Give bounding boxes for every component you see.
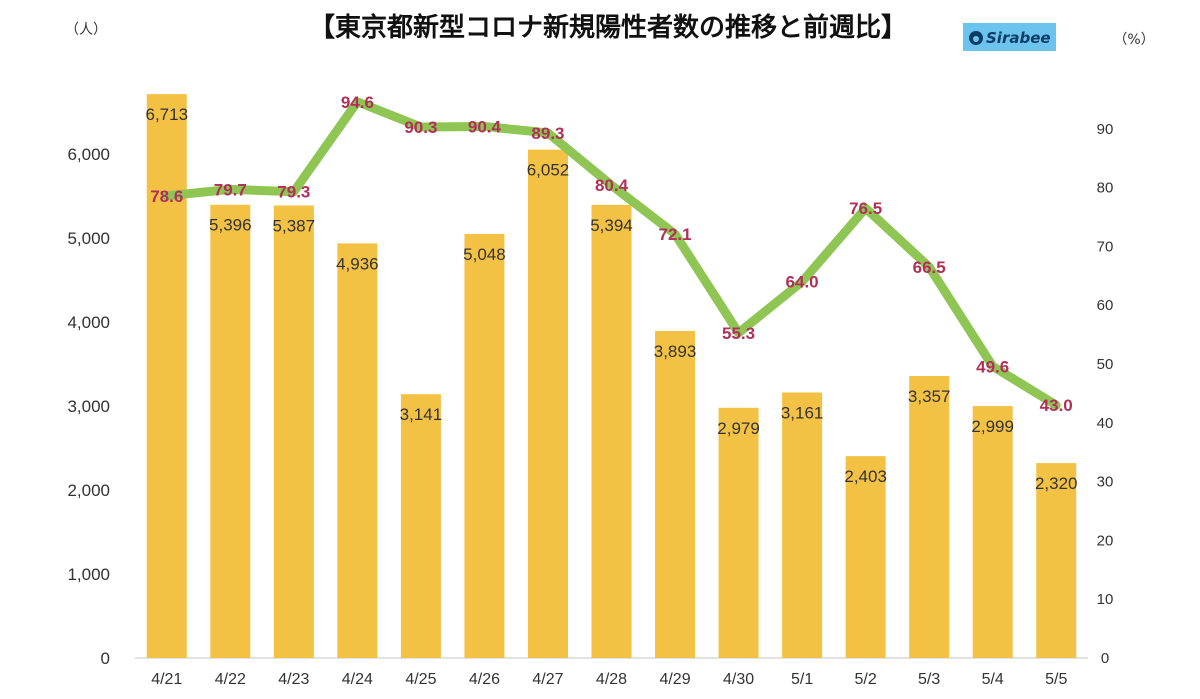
- right-y-tick-label: 40: [1097, 415, 1114, 432]
- x-tick-label: 4/29: [659, 671, 690, 688]
- x-tick-label: 5/5: [1045, 671, 1067, 688]
- bar-value-label: 5,396: [209, 216, 252, 235]
- x-tick-label: 5/1: [791, 671, 813, 688]
- bar-value-label: 5,387: [273, 216, 316, 235]
- line-value-label: 90.4: [468, 117, 502, 136]
- bar-value-label: 3,161: [781, 403, 824, 422]
- line-value-label: 90.3: [404, 118, 437, 137]
- left-y-tick-label: 1,000: [67, 565, 110, 584]
- x-tick-label: 4/22: [215, 671, 246, 688]
- x-tick-label: 5/4: [982, 671, 1004, 688]
- line-value-label: 89.3: [531, 124, 564, 143]
- right-y-tick-label: 90: [1097, 121, 1114, 138]
- line-value-label: 94.6: [341, 93, 374, 112]
- line-value-label: 78.6: [150, 187, 183, 206]
- bar-value-label: 3,141: [400, 405, 443, 424]
- bar: [210, 204, 251, 658]
- bar: [845, 456, 886, 658]
- bar: [655, 330, 696, 658]
- right-y-tick-label: 60: [1097, 297, 1114, 314]
- x-axis: 4/21 4/22 4/23 4/24 4/25 4/26 4/27 4/28 4/29 4/30…: [151, 671, 1067, 688]
- right-y-tick-label: 80: [1097, 180, 1114, 197]
- x-tick-label: 4/30: [723, 671, 754, 688]
- left-y-tick-label: 3,000: [67, 397, 110, 416]
- bar-value-label: 6,052: [527, 161, 570, 180]
- right-axis-unit: （%）: [1113, 32, 1154, 48]
- bar-value-label: 3,893: [654, 342, 697, 361]
- x-tick-label: 5/3: [918, 671, 940, 688]
- bar-value-label: 2,979: [717, 419, 760, 438]
- bar-value-label: 5,394: [590, 216, 633, 235]
- right-y-tick-label: 20: [1097, 532, 1114, 549]
- line-value-label: 80.4: [595, 176, 629, 195]
- x-tick-label: 4/28: [596, 671, 627, 688]
- bar: [782, 392, 823, 658]
- x-tick-label: 4/27: [532, 671, 563, 688]
- x-tick-label: 4/24: [342, 671, 373, 688]
- right-y-tick-label: 10: [1097, 591, 1114, 608]
- right-y-tick-label: 0: [1101, 650, 1109, 667]
- line-value-labels: 78.6 79.7 79.3 94.6 90.3 90.4 89.3 80.4 72.1 55.3…: [150, 93, 1073, 415]
- sirabee-logo: Sirabee: [963, 23, 1056, 51]
- bar: [146, 94, 187, 658]
- bar: [591, 204, 632, 659]
- line-value-label: 76.5: [849, 199, 882, 218]
- x-tick-label: 4/25: [405, 671, 436, 688]
- line-value-label: 55.3: [722, 324, 755, 343]
- right-y-tick-label: 70: [1097, 238, 1114, 255]
- line-value-label: 43.0: [1040, 396, 1073, 415]
- left-y-axis: 0 1,000 2,000 3,000 4,000 5,000 6,000: [67, 145, 110, 668]
- bar-value-label: 6,713: [145, 105, 188, 124]
- bar: [337, 243, 378, 658]
- x-tick-label: 4/23: [278, 671, 309, 688]
- left-y-tick-label: 4,000: [67, 313, 110, 332]
- logo-text: Sirabee: [986, 29, 1051, 47]
- bar-value-label: 2,320: [1035, 474, 1078, 493]
- bar: [909, 376, 950, 658]
- left-axis-unit: （人）: [65, 22, 107, 38]
- bar-value-label: 5,048: [463, 245, 506, 264]
- bar: [464, 233, 505, 658]
- left-y-tick-label: 0: [101, 649, 110, 668]
- line-value-label: 79.7: [214, 180, 247, 199]
- bar: [527, 149, 568, 658]
- line-value-label: 49.6: [976, 357, 1009, 376]
- x-tick-label: 4/26: [469, 671, 500, 688]
- bar: [1036, 463, 1077, 658]
- bar: [400, 394, 441, 658]
- line-value-label: 79.3: [277, 183, 310, 202]
- line-value-label: 66.5: [913, 258, 946, 277]
- line-value-label: 72.1: [658, 225, 691, 244]
- bar-value-labels: 6,713 5,396 5,387 4,936 3,141 5,048 6,052 5,394…: [145, 105, 1077, 493]
- bar: [972, 406, 1013, 658]
- right-y-tick-label: 50: [1097, 356, 1114, 373]
- x-tick-label: 4/21: [151, 671, 182, 688]
- bar: [273, 205, 314, 658]
- left-y-tick-label: 2,000: [67, 481, 110, 500]
- logo-mark-hole: [973, 36, 979, 42]
- right-y-tick-label: 30: [1097, 474, 1114, 491]
- bar-value-label: 2,403: [844, 467, 887, 486]
- right-y-axis: 0 10 20 30 40 50 60 70 80 90: [1097, 121, 1114, 667]
- line-value-label: 64.0: [786, 273, 819, 292]
- bar-value-label: 2,999: [971, 417, 1014, 436]
- chart-title: 【東京都新型コロナ新規陽性者数の推移と前週比】: [309, 12, 907, 43]
- bar-series: [146, 94, 1077, 659]
- bar-value-label: 4,936: [336, 254, 379, 273]
- line-series: [162, 97, 1061, 410]
- bar: [718, 407, 759, 658]
- x-tick-label: 5/2: [855, 671, 877, 688]
- left-y-tick-label: 6,000: [67, 145, 110, 164]
- left-y-tick-label: 5,000: [67, 229, 110, 248]
- trend-line: [162, 97, 1061, 410]
- bar-value-label: 3,357: [908, 387, 951, 406]
